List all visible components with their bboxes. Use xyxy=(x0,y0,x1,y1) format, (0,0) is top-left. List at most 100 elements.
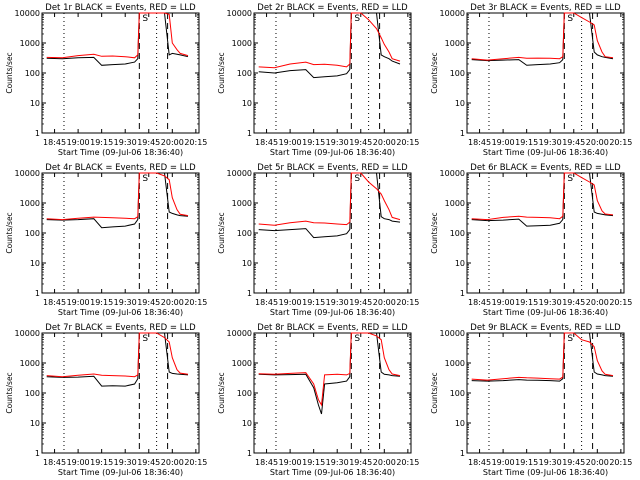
x-tick-label: 20:15 xyxy=(184,298,207,307)
x-tick-label: 19:15 xyxy=(302,298,325,307)
series-line-lld xyxy=(471,12,614,61)
y-tick-label: 100 xyxy=(25,389,40,398)
x-axis-label: Start Time (09-Jul-06 18:36:40) xyxy=(483,468,608,477)
x-tick-label: 19:30 xyxy=(114,298,137,307)
x-tick-label: 20:15 xyxy=(396,138,419,147)
annotation-s: S xyxy=(142,14,148,24)
plot-frame xyxy=(41,12,200,134)
x-tick-label: 19:00 xyxy=(67,298,90,307)
y-axis-label: Counts/sec xyxy=(217,372,226,413)
y-tick-label: 100 xyxy=(25,229,40,238)
annotation-s: S xyxy=(354,334,360,344)
x-axis-label: Start Time (09-Jul-06 18:36:40) xyxy=(58,308,183,317)
x-tick-label: 18:45 xyxy=(468,458,491,467)
x-tick-label: 20:15 xyxy=(396,458,419,467)
x-tick-label: 19:15 xyxy=(90,298,113,307)
annotation-s: S xyxy=(142,174,148,184)
x-tick-label: 19:30 xyxy=(539,298,562,307)
series-line-lld xyxy=(46,332,189,378)
x-tick-label: 19:30 xyxy=(326,458,349,467)
x-tick-label: 19:00 xyxy=(492,458,515,467)
plot-frame xyxy=(41,332,200,454)
series-line-events xyxy=(471,332,614,382)
x-tick-label: 19:30 xyxy=(326,298,349,307)
x-tick-label: 19:30 xyxy=(326,138,349,147)
x-tick-label: 19:00 xyxy=(492,298,515,307)
y-axis-label: Counts/sec xyxy=(217,212,226,253)
x-tick-label: 18:45 xyxy=(468,138,491,147)
y-tick-label: 10000 xyxy=(15,169,40,178)
y-tick-label: 10000 xyxy=(227,329,252,338)
x-axis-label: Start Time (09-Jul-06 18:36:40) xyxy=(483,308,608,317)
x-tick-label: 18:45 xyxy=(255,298,278,307)
y-tick-label: 1000 xyxy=(445,39,465,48)
y-tick-label: 10 xyxy=(30,99,40,108)
x-tick-label: 20:15 xyxy=(184,458,207,467)
annotation-s: S xyxy=(354,174,360,184)
y-tick-label: 1000 xyxy=(232,199,252,208)
chart-title: Det 2r BLACK = Events, RED = LLD xyxy=(257,3,408,13)
plot-frame xyxy=(41,172,200,294)
y-tick-label: 10 xyxy=(455,259,465,268)
chart-panel-9: Det 9r BLACK = Events, RED = LLD 1 10 100 10… xyxy=(430,323,632,477)
x-tick-label: 19:00 xyxy=(279,138,302,147)
chart-panel-6: Det 6r BLACK = Events, RED = LLD 1 10 100 10… xyxy=(430,163,632,317)
y-tick-label: 10000 xyxy=(227,9,252,18)
x-tick-label: 20:00 xyxy=(586,458,609,467)
y-tick-label: 10 xyxy=(455,419,465,428)
series-line-lld xyxy=(46,172,189,221)
x-tick-label: 20:15 xyxy=(609,458,632,467)
x-tick-label: 20:00 xyxy=(161,458,184,467)
plot-frame xyxy=(253,332,412,454)
y-tick-label: 10000 xyxy=(440,169,465,178)
x-tick-label: 20:00 xyxy=(161,138,184,147)
y-tick-label: 10000 xyxy=(440,329,465,338)
x-tick-label: 20:00 xyxy=(373,298,396,307)
series-line-lld xyxy=(471,332,614,381)
x-tick-label: 19:45 xyxy=(137,298,160,307)
x-axis-label: Start Time (09-Jul-06 18:36:40) xyxy=(483,148,608,157)
series-line-events xyxy=(471,172,614,227)
x-tick-label: 20:00 xyxy=(586,138,609,147)
x-tick-label: 19:00 xyxy=(279,298,302,307)
x-tick-label: 19:45 xyxy=(562,458,585,467)
x-axis-label: Start Time (09-Jul-06 18:36:40) xyxy=(58,468,183,477)
y-axis-label: Counts/sec xyxy=(5,372,14,413)
y-tick-label: 1 xyxy=(35,129,40,138)
y-tick-label: 100 xyxy=(237,389,252,398)
chart-title: Det 4r BLACK = Events, RED = LLD xyxy=(45,163,196,173)
x-tick-label: 19:45 xyxy=(137,138,160,147)
x-tick-label: 19:45 xyxy=(562,298,585,307)
x-tick-label: 20:00 xyxy=(586,298,609,307)
y-tick-label: 10 xyxy=(242,259,252,268)
x-tick-label: 19:15 xyxy=(90,138,113,147)
y-tick-label: 100 xyxy=(237,229,252,238)
y-tick-label: 10000 xyxy=(440,9,465,18)
chart-panel-4: Det 4r BLACK = Events, RED = LLD 1 10 100 10… xyxy=(5,163,207,317)
annotation-s: S xyxy=(142,334,148,344)
x-tick-label: 19:45 xyxy=(349,298,372,307)
x-tick-label: 18:45 xyxy=(468,298,491,307)
x-tick-label: 19:15 xyxy=(302,138,325,147)
y-tick-label: 1 xyxy=(247,449,252,458)
y-tick-label: 10 xyxy=(242,419,252,428)
chart-title: Det 5r BLACK = Events, RED = LLD xyxy=(257,163,408,173)
x-tick-label: 18:45 xyxy=(43,458,66,467)
series-line-lld xyxy=(258,332,401,407)
x-tick-label: 19:45 xyxy=(562,138,585,147)
chart-panel-2: Det 2r BLACK = Events, RED = LLD 1 10 100 10… xyxy=(217,3,419,157)
chart-panel-7: Det 7r BLACK = Events, RED = LLD 1 10 100 10… xyxy=(5,323,207,477)
x-tick-label: 19:15 xyxy=(515,298,538,307)
chart-title: Det 9r BLACK = Events, RED = LLD xyxy=(470,323,621,333)
y-tick-label: 1000 xyxy=(232,359,252,368)
y-tick-label: 10000 xyxy=(15,329,40,338)
y-tick-label: 10 xyxy=(242,99,252,108)
annotation-s: S xyxy=(567,334,573,344)
x-tick-label: 19:00 xyxy=(67,458,90,467)
x-tick-label: 19:45 xyxy=(349,138,372,147)
annotation-s: S xyxy=(567,174,573,184)
chart-title: Det 3r BLACK = Events, RED = LLD xyxy=(470,3,621,13)
y-tick-label: 10 xyxy=(455,99,465,108)
plot-frame xyxy=(466,172,625,294)
